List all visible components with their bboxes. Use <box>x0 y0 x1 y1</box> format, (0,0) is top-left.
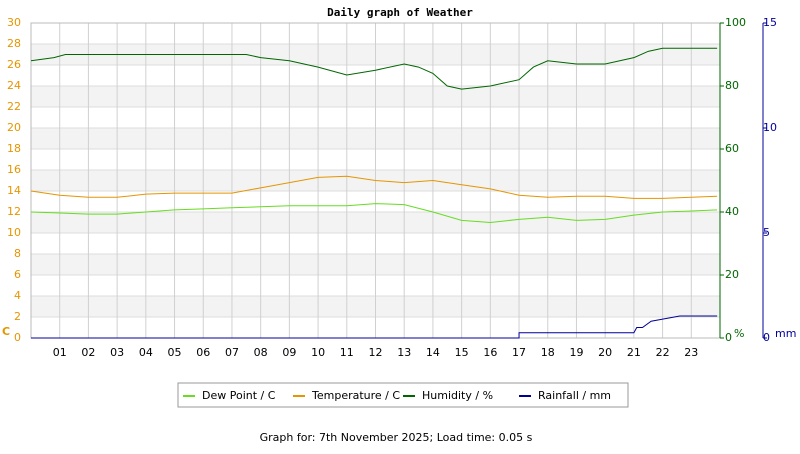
x-tick-label: 20 <box>598 346 612 359</box>
footer: Graph for: 7th November 2025; Load time:… <box>260 431 533 444</box>
x-tick-label: 01 <box>53 346 67 359</box>
x-tick-label: 09 <box>282 346 296 359</box>
y-tick-label: 0 <box>14 331 21 344</box>
y-unit: C <box>2 325 10 338</box>
y-tick-label: 26 <box>7 58 21 71</box>
series-line <box>30 47 718 90</box>
legend-label: Temperature / C <box>311 389 400 402</box>
y-tick-label: 6 <box>14 268 21 281</box>
x-tick-label: 04 <box>139 346 153 359</box>
y2-unit: % <box>734 327 744 340</box>
y-tick-label: 16 <box>7 163 21 176</box>
x-tick-label: 12 <box>369 346 383 359</box>
y-tick-label: 20 <box>7 121 21 134</box>
x-tick-label: 08 <box>254 346 268 359</box>
x-tick-label: 19 <box>569 346 583 359</box>
x-tick-label: 10 <box>311 346 325 359</box>
x-tick-label: 15 <box>455 346 469 359</box>
y-tick-label: 8 <box>14 247 21 260</box>
x-tick-label: 18 <box>541 346 555 359</box>
x-tick-label: 07 <box>225 346 239 359</box>
y-tick-label: 2 <box>14 310 21 323</box>
x-tick-label: 03 <box>110 346 124 359</box>
series-line <box>30 203 718 224</box>
y-tick-label: 30 <box>7 16 21 29</box>
y2-tick-label: 80 <box>725 79 739 92</box>
x-tick-label: 17 <box>512 346 526 359</box>
x-tick-label: 06 <box>196 346 210 359</box>
x-tick-label: 14 <box>426 346 440 359</box>
x-tick-label: 16 <box>483 346 497 359</box>
x-tick-label: 13 <box>397 346 411 359</box>
y3-tick-label: 15 <box>763 16 777 29</box>
x-tick-label: 02 <box>81 346 95 359</box>
y-tick-label: 22 <box>7 100 21 113</box>
y2-tick-label: 60 <box>725 142 739 155</box>
legend-label: Rainfall / mm <box>538 389 611 402</box>
y-tick-label: 24 <box>7 79 21 92</box>
y2-tick-label: 0 <box>725 331 732 344</box>
y-tick-label: 4 <box>14 289 21 302</box>
y-tick-label: 14 <box>7 184 21 197</box>
y2-tick-label: 20 <box>725 268 739 281</box>
x-tick-label: 23 <box>684 346 698 359</box>
y3-tick-label: 0 <box>763 331 770 344</box>
x-tick-label: 21 <box>627 346 641 359</box>
y-tick-label: 12 <box>7 205 21 218</box>
y2-tick-label: 40 <box>725 205 739 218</box>
x-tick-label: 11 <box>340 346 354 359</box>
y-tick-label: 18 <box>7 142 21 155</box>
y3-tick-label: 5 <box>763 226 770 239</box>
x-tick-label: 22 <box>656 346 670 359</box>
y2-tick-label: 100 <box>725 16 746 29</box>
x-tick-label: 05 <box>168 346 182 359</box>
y3-unit: mm <box>775 327 796 340</box>
legend-label: Humidity / % <box>422 389 493 402</box>
chart-title: Daily graph of Weather <box>327 6 473 19</box>
legend-label: Dew Point / C <box>202 389 276 402</box>
series-line <box>30 175 718 199</box>
series-line <box>31 315 718 339</box>
y3-tick-label: 10 <box>763 121 777 134</box>
y-tick-label: 28 <box>7 37 21 50</box>
y-tick-label: 10 <box>7 226 21 239</box>
